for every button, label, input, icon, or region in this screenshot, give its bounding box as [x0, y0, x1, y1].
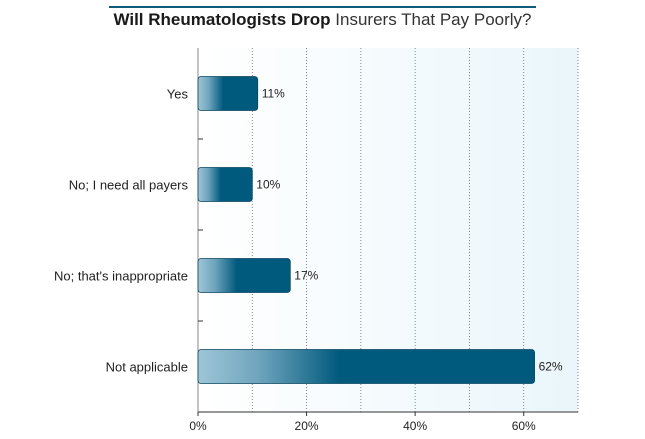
chart-title-bold: Will Rheumatologists Drop [113, 10, 331, 29]
x-tick-label: 0% [189, 419, 207, 433]
chart-title: Will Rheumatologists Drop Insurers That … [109, 6, 536, 36]
bar-value-label: 62% [539, 360, 563, 374]
bar-value-label: 11% [262, 87, 285, 101]
bar [197, 76, 259, 111]
chart-title-wrap: Will Rheumatologists Drop Insurers That … [0, 6, 645, 36]
bar [197, 258, 291, 293]
category-label: No; that's inappropriate [54, 269, 188, 284]
x-tick-label: 40% [403, 419, 427, 433]
x-tick-label: 60% [512, 419, 536, 433]
chart-title-light: Insurers That Pay Poorly? [335, 10, 532, 29]
bar [197, 349, 535, 384]
x-tick-label: 20% [295, 419, 319, 433]
bar [197, 167, 253, 202]
category-label: No; I need all payers [69, 178, 189, 193]
bar-value-label: 17% [294, 269, 318, 283]
category-label: Not applicable [106, 360, 188, 375]
category-label: Yes [167, 87, 189, 102]
plot-area: 0% 20% 40% 60% 11% Yes 10% No; I need all payer… [54, 48, 579, 433]
bar-value-label: 10% [256, 178, 280, 192]
